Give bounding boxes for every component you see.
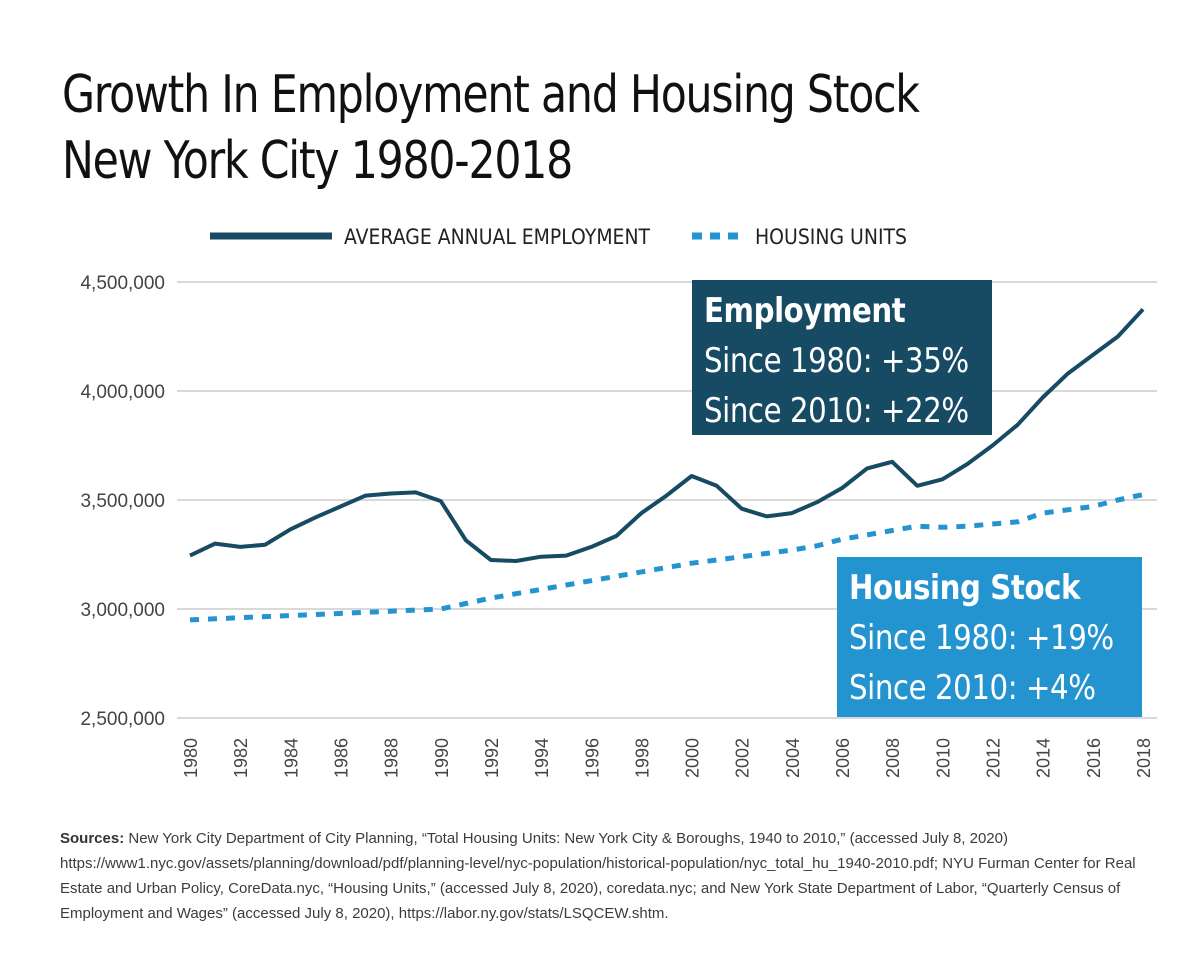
x-tick-label: 2016 [1084, 738, 1104, 778]
x-tick-label: 2018 [1134, 738, 1154, 778]
y-tick-label: 3,000,000 [80, 600, 165, 621]
chart-title-line-1: Growth In Employment and Housing Stock [62, 65, 920, 125]
employment-callout: Employment Since 1980: +35% Since 2010: … [692, 280, 992, 435]
housing-since-1980: Since 1980: +19% [849, 618, 1114, 658]
sources-label: Sources: [60, 830, 125, 847]
sources-note: Sources: New York City Department of Cit… [60, 826, 1150, 926]
y-tick-label: 4,500,000 [80, 273, 165, 294]
x-tick-label: 2002 [733, 738, 753, 778]
chart-title: Growth In Employment and Housing Stock N… [62, 62, 920, 194]
x-tick-label: 2006 [833, 738, 853, 778]
y-tick-label: 3,500,000 [80, 491, 165, 512]
x-tick-label: 2014 [1034, 738, 1054, 778]
x-tick-label: 1996 [582, 738, 602, 778]
employment-line [189, 307, 1145, 563]
x-tick-label: 1986 [331, 738, 351, 778]
employment-since-1980: Since 1980: +35% [704, 341, 969, 381]
x-tick-label: 1982 [231, 738, 251, 778]
x-tick-label: 1984 [281, 738, 301, 778]
legend-employment-label: AVERAGE ANNUAL EMPLOYMENT [344, 225, 650, 249]
x-tick-label: 2012 [984, 738, 1004, 778]
housing-stock-callout: Housing Stock Since 1980: +19% Since 201… [837, 557, 1142, 717]
line-chart: 2,500,000 3,000,000 3,500,000 4,000,000 4,50… [80, 225, 1157, 778]
chart-title-line-2: New York City 1980-2018 [62, 131, 573, 191]
x-tick-label: 1980 [181, 738, 201, 778]
x-tick-label: 2010 [933, 738, 953, 778]
x-tick-label: 1990 [432, 738, 452, 778]
y-tick-label: 2,500,000 [80, 709, 165, 730]
x-tick-label: 2000 [683, 738, 703, 778]
x-tick-label: 1994 [532, 738, 552, 778]
housing-since-2010: Since 2010: +4% [849, 668, 1096, 708]
sources-text: New York City Department of City Plannin… [60, 830, 1136, 922]
y-tick-label: 4,000,000 [80, 382, 165, 403]
x-tick-label: 2008 [883, 738, 903, 778]
legend-housing-label: HOUSING UNITS [755, 225, 907, 249]
housing-callout-heading: Housing Stock [849, 568, 1081, 608]
employment-since-2010: Since 2010: +22% [704, 391, 969, 431]
x-tick-label: 1992 [482, 738, 502, 778]
x-tick-label: 1998 [632, 738, 652, 778]
employment-callout-heading: Employment [704, 291, 906, 331]
x-tick-label: 2004 [783, 738, 803, 778]
x-tick-label: 1988 [382, 738, 402, 778]
